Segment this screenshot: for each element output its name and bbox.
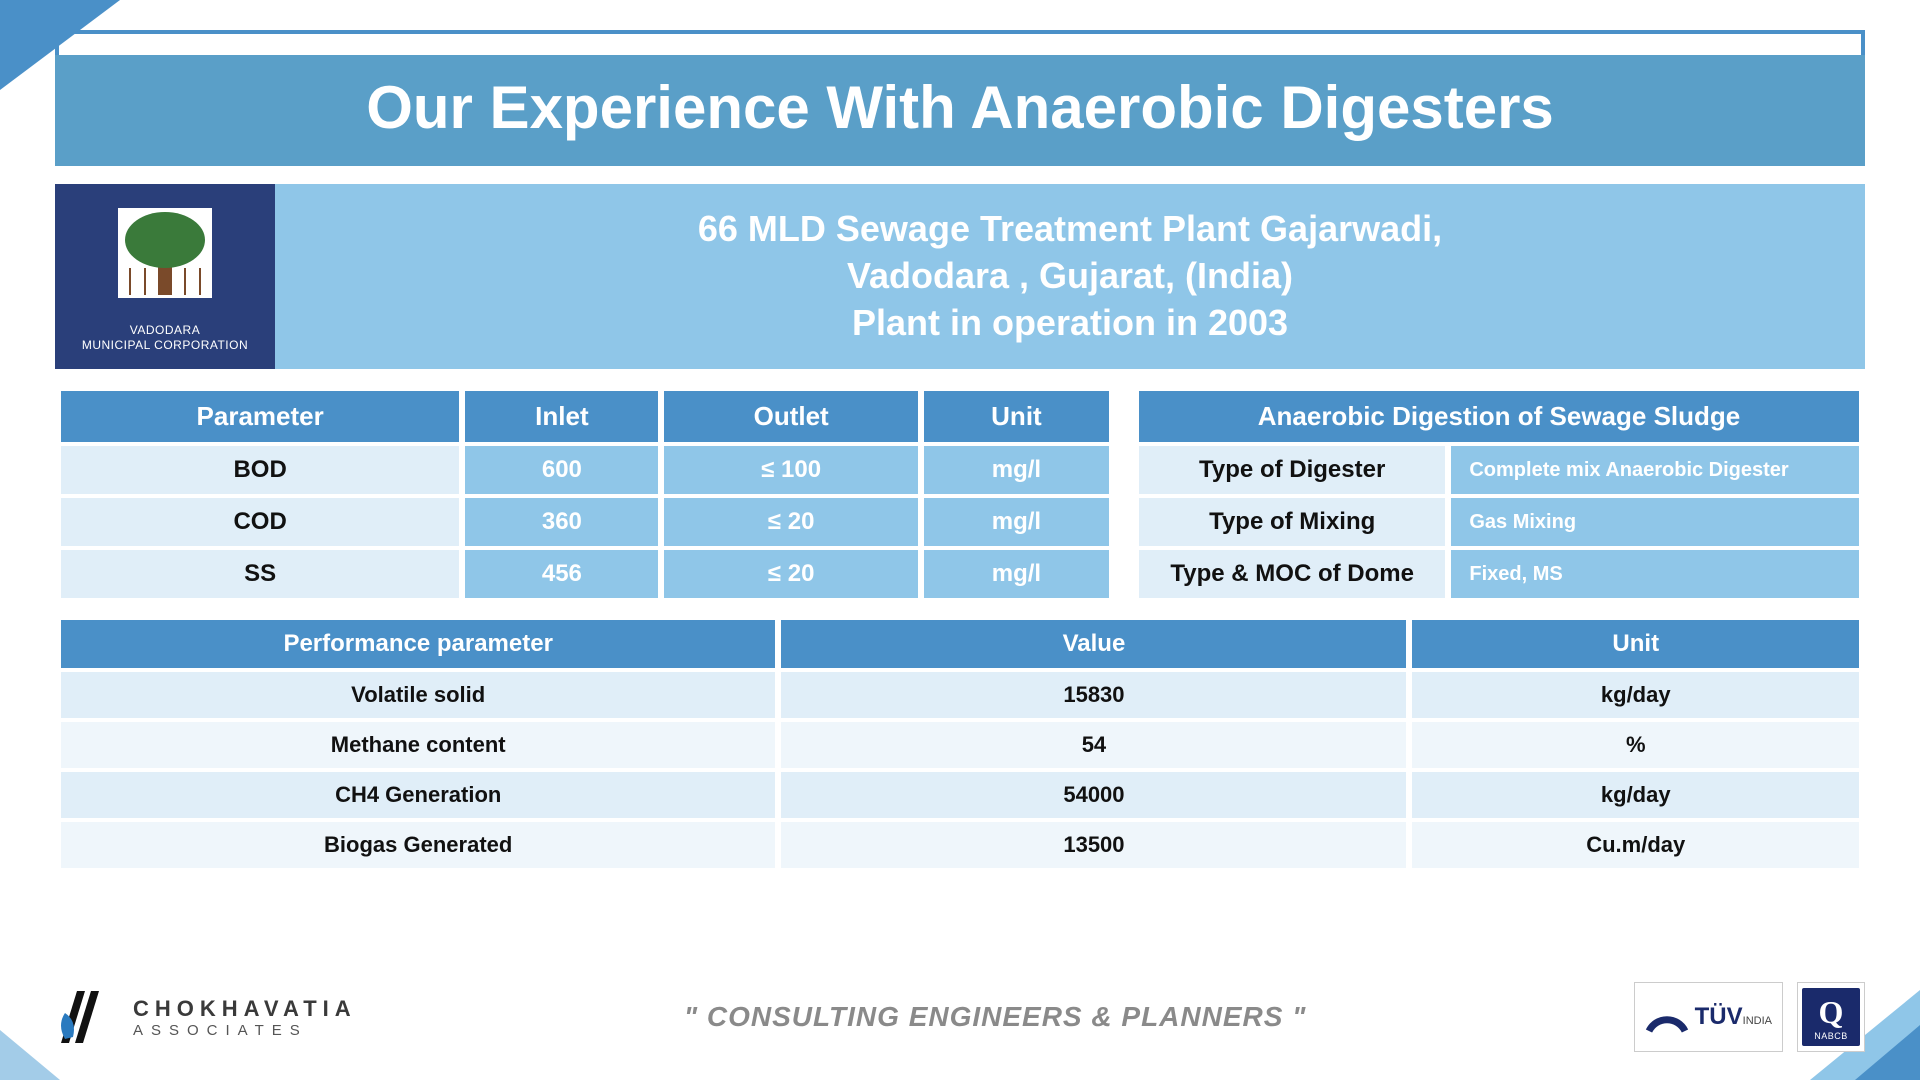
table-row: Volatile solid 15830 kg/day [61,672,1859,718]
perf-unit: Cu.m/day [1412,822,1859,868]
footer-tagline: " CONSULTING ENGINEERS & PLANNERS " [684,1001,1307,1033]
municipal-logo: VADODARAMUNICIPAL CORPORATION [55,184,275,369]
rt-label: Type of Digester [1139,446,1445,494]
rt-label: Type & MOC of Dome [1139,550,1445,598]
corner-decoration [0,1030,60,1080]
rt-value: Complete mix Anaerobic Digester [1451,446,1859,494]
nabcb-badge: Q NABCB [1797,982,1865,1052]
param-cell: BOD [61,446,459,494]
unit-cell: mg/l [924,446,1109,494]
perf-col-unit: Unit [1412,620,1859,668]
perf-value: 54000 [781,772,1406,818]
table-row: Type of Mixing Gas Mixing [1139,498,1859,546]
table-row: Biogas Generated 13500 Cu.m/day [61,822,1859,868]
tuv-sub: INDIA [1743,1015,1772,1027]
table-row: BOD 600 ≤ 100 mg/l [61,446,1109,494]
page-frame [55,30,1865,55]
perf-value: 54 [781,722,1406,768]
inlet-cell: 600 [465,446,658,494]
outlet-cell: ≤ 100 [664,446,917,494]
param-cell: COD [61,498,459,546]
brand-subtitle: ASSOCIATES [133,1022,357,1039]
page-title: Our Experience With Anaerobic Digesters [55,55,1865,166]
perf-col-param: Performance parameter [61,620,775,668]
subtitle-banner: 66 MLD Sewage Treatment Plant Gajarwadi,… [275,184,1865,369]
perf-param: Methane content [61,722,775,768]
col-outlet: Outlet [664,391,917,442]
parameters-table: Parameter Inlet Outlet Unit BOD 600 ≤ 10… [55,387,1115,602]
certification-badges: TÜVINDIA Q NABCB [1634,982,1865,1052]
outlet-cell: ≤ 20 [664,550,917,598]
tuv-text: TÜV [1695,1003,1743,1030]
unit-cell: mg/l [924,550,1109,598]
brand-logo: CHOKHAVATIA ASSOCIATES [55,985,357,1049]
rt-label: Type of Mixing [1139,498,1445,546]
subtitle-line-3: Plant in operation in 2003 [852,302,1288,343]
table-row: CH4 Generation 54000 kg/day [61,772,1859,818]
col-inlet: Inlet [465,391,658,442]
digestion-header: Anaerobic Digestion of Sewage Sludge [1139,391,1859,442]
brand-name: CHOKHAVATIA [133,996,357,1022]
table-row: Type & MOC of Dome Fixed, MS [1139,550,1859,598]
rt-value: Gas Mixing [1451,498,1859,546]
table-row: Type of Digester Complete mix Anaerobic … [1139,446,1859,494]
perf-unit: kg/day [1412,772,1859,818]
tuv-arc-icon [1645,995,1689,1039]
brand-mark-icon [55,985,119,1049]
table-row: SS 456 ≤ 20 mg/l [61,550,1109,598]
outlet-cell: ≤ 20 [664,498,917,546]
perf-value: 13500 [781,822,1406,868]
rt-value: Fixed, MS [1451,550,1859,598]
q-icon: Q [1819,994,1844,1031]
nabcb-text: NABCB [1814,1031,1848,1041]
logo-caption-1: VADODARA [130,323,200,337]
subtitle-line-1: 66 MLD Sewage Treatment Plant Gajarwadi, [698,208,1442,249]
table-row: COD 360 ≤ 20 mg/l [61,498,1109,546]
perf-param: Volatile solid [61,672,775,718]
subtitle-line-2: Vadodara , Gujarat, (India) [847,255,1293,296]
perf-param: CH4 Generation [61,772,775,818]
col-parameter: Parameter [61,391,459,442]
perf-unit: % [1412,722,1859,768]
unit-cell: mg/l [924,498,1109,546]
tuv-badge: TÜVINDIA [1634,982,1783,1052]
digestion-table: Anaerobic Digestion of Sewage Sludge Typ… [1133,387,1865,602]
perf-value: 15830 [781,672,1406,718]
perf-col-value: Value [781,620,1406,668]
perf-param: Biogas Generated [61,822,775,868]
table-row: Methane content 54 % [61,722,1859,768]
inlet-cell: 360 [465,498,658,546]
logo-caption-2: MUNICIPAL CORPORATION [82,338,248,352]
param-cell: SS [61,550,459,598]
col-unit: Unit [924,391,1109,442]
perf-unit: kg/day [1412,672,1859,718]
tree-icon [110,200,220,315]
inlet-cell: 456 [465,550,658,598]
performance-table: Performance parameter Value Unit Volatil… [55,616,1865,872]
